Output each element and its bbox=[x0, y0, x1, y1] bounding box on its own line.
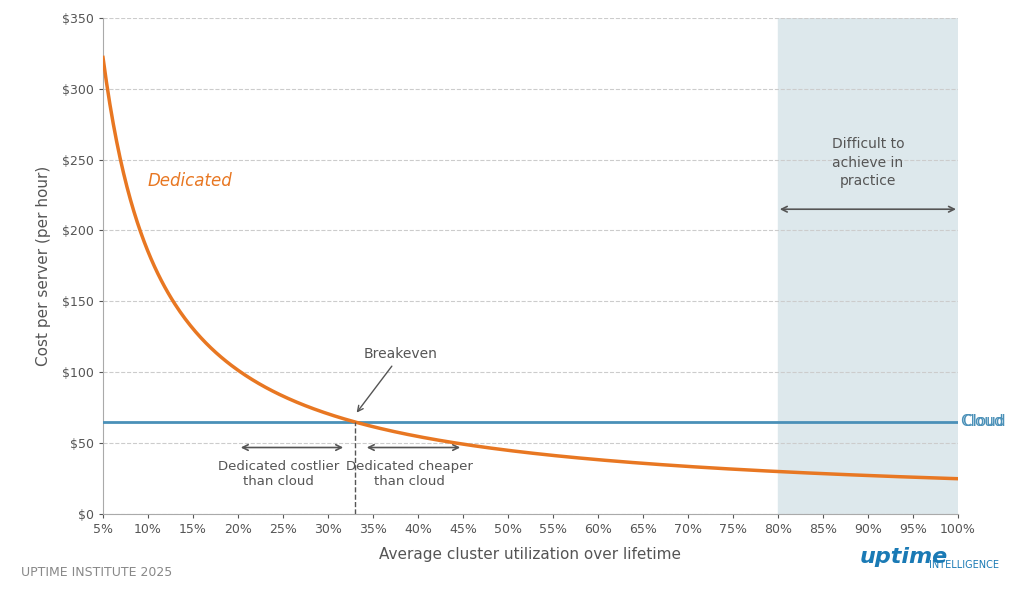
Text: Cloud: Cloud bbox=[960, 414, 1003, 430]
Text: uptime: uptime bbox=[859, 547, 948, 567]
Text: Dedicated cheaper
than cloud: Dedicated cheaper than cloud bbox=[345, 460, 473, 488]
X-axis label: Average cluster utilization over lifetime: Average cluster utilization over lifetim… bbox=[379, 547, 682, 562]
Text: Cloud: Cloud bbox=[962, 414, 1006, 430]
Text: INTELLIGENCE: INTELLIGENCE bbox=[929, 548, 999, 570]
Text: UPTIME INSTITUTE 2025: UPTIME INSTITUTE 2025 bbox=[21, 566, 172, 579]
Text: Dedicated costlier
than cloud: Dedicated costlier than cloud bbox=[218, 460, 339, 488]
Text: Dedicated: Dedicated bbox=[148, 172, 233, 190]
Text: Difficult to
achieve in
practice: Difficult to achieve in practice bbox=[831, 137, 904, 188]
Bar bbox=[778, 18, 958, 514]
Y-axis label: Cost per server (per hour): Cost per server (per hour) bbox=[36, 166, 52, 366]
Text: Breakeven: Breakeven bbox=[357, 347, 438, 411]
